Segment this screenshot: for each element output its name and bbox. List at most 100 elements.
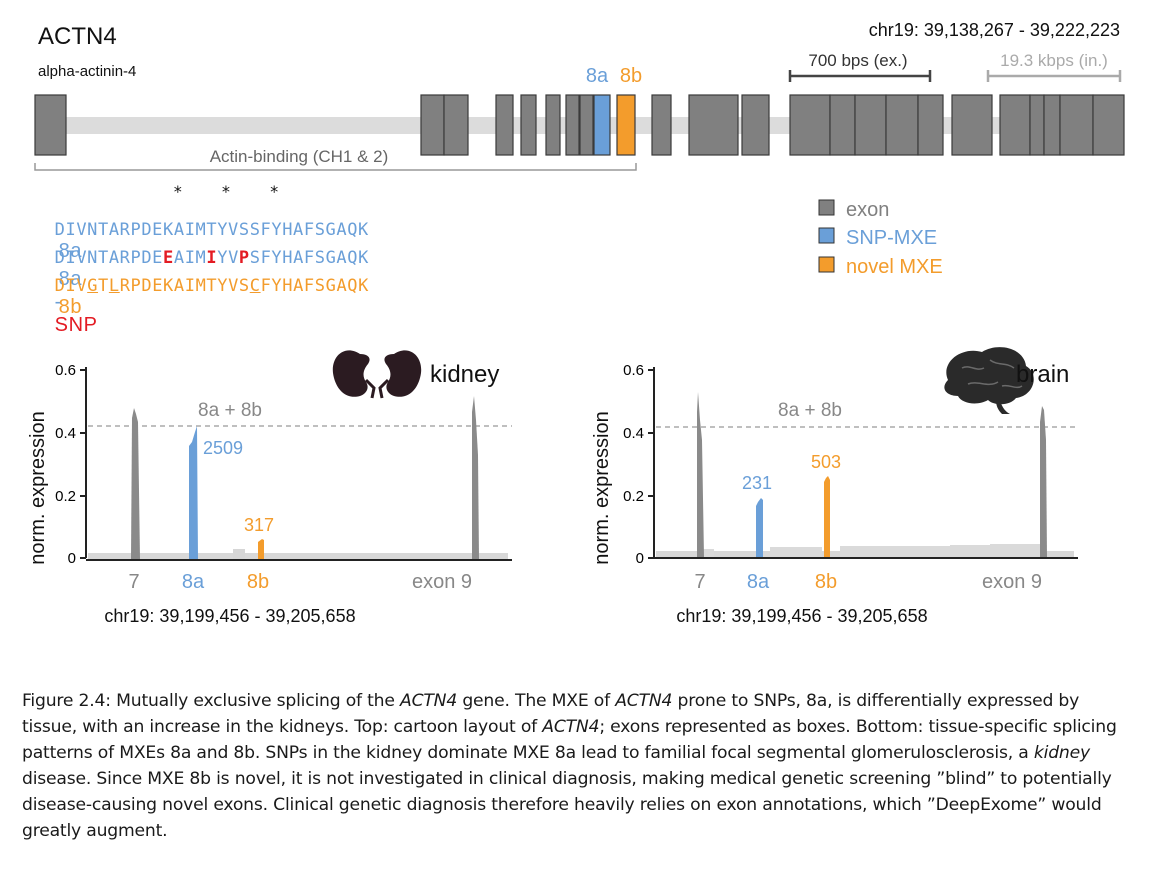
mxe-8b-label: 8b bbox=[620, 65, 642, 87]
y-tick-label: 0.4 bbox=[55, 425, 76, 442]
seq-8b-part: FYHAFSGAQK bbox=[260, 276, 369, 296]
background-coverage bbox=[702, 544, 1040, 557]
caption-gene-italic: ACTN4 bbox=[615, 691, 673, 711]
caption-text: disease. Since MXE 8b is novel, it is no… bbox=[22, 769, 1112, 841]
y-tick-label: 0.4 bbox=[623, 425, 644, 442]
sequence-snp-dash: - bbox=[54, 291, 62, 313]
tissue-label: kidney bbox=[430, 361, 499, 388]
snp-residue: P bbox=[238, 248, 250, 268]
y-axis-label: norm. expression bbox=[27, 411, 49, 564]
x-tick-label: exon 9 bbox=[412, 571, 472, 593]
exon-9-peak bbox=[1040, 406, 1047, 557]
snp-seq-part: DIVNTARPDE bbox=[54, 248, 164, 268]
x-tick-label: exon 9 bbox=[982, 571, 1042, 593]
x-tick-label: 8b bbox=[247, 571, 269, 593]
mxe-8b-box bbox=[616, 94, 636, 156]
region-coordinates: chr19: 39,199,456 - 39,205,658 bbox=[104, 606, 355, 626]
exon-box bbox=[495, 94, 514, 156]
brain-icon bbox=[944, 347, 1034, 414]
mxe-sum-label: 8a + 8b bbox=[198, 400, 262, 421]
sequence-8a-label: 8a bbox=[58, 240, 83, 262]
y-tick-label: 0.2 bbox=[623, 488, 644, 505]
snp-seq-part: AIM bbox=[173, 248, 207, 268]
snp-residue: E bbox=[163, 248, 174, 268]
baseline-band bbox=[88, 553, 508, 559]
exon-box bbox=[885, 94, 919, 156]
scale-bar-intron bbox=[986, 70, 1122, 82]
snp-residue: I bbox=[206, 248, 218, 268]
domain-bracket bbox=[34, 163, 637, 171]
y-tick-label: 0 bbox=[68, 550, 76, 567]
snp-seq-part: YV bbox=[217, 248, 239, 268]
scale-bar-exon bbox=[788, 70, 932, 82]
exon-box bbox=[443, 94, 469, 156]
legend-label-novel-mxe: novel MXE bbox=[846, 256, 943, 278]
caption-text: gene. The MXE of bbox=[457, 691, 616, 711]
exon-8a-peak bbox=[189, 426, 198, 559]
exon-box bbox=[1029, 94, 1045, 156]
tissue-label: brain bbox=[1016, 361, 1069, 388]
exon-9-peak bbox=[472, 396, 479, 559]
sequence-8a: DIVNTARPDEKAIMTYVSSFYHAFSGAQK 8a bbox=[33, 200, 369, 263]
kidney-icon bbox=[332, 350, 422, 399]
x-tick-label: 8a bbox=[747, 571, 770, 593]
region-coordinates: chr19: 39,199,456 - 39,205,658 bbox=[676, 606, 927, 626]
seq-8b-variant: L bbox=[108, 276, 120, 296]
exon-box bbox=[829, 94, 856, 156]
domain-label: Actin-binding (CH1 & 2) bbox=[210, 147, 389, 166]
y-tick-label: 0 bbox=[636, 550, 644, 567]
sequence-snp-suffix: SNP bbox=[54, 314, 98, 336]
exon-box bbox=[688, 94, 739, 156]
sequence-snp-label: 8a bbox=[58, 268, 83, 290]
snp-seq-part: SFYHAFSGAQK bbox=[249, 248, 369, 268]
sequence-8a-snp: DIVNTARPDEEAIMIYVPSFYHAFSGAQK 8a - SNP bbox=[33, 228, 369, 337]
exon-box bbox=[917, 94, 944, 156]
exon-box bbox=[741, 94, 770, 156]
x-tick-label: 8b bbox=[815, 571, 837, 593]
exon-box bbox=[565, 94, 580, 156]
x-tick-label: 7 bbox=[128, 571, 139, 593]
caption-gene-italic: ACTN4 bbox=[400, 691, 458, 711]
y-tick-label: 0.6 bbox=[55, 362, 76, 379]
exon-box bbox=[1059, 94, 1094, 156]
gene-coordinates: chr19: 39,138,267 - 39,222,223 bbox=[869, 20, 1120, 40]
kidney-expression-panel: norm. expression 0 0.2 0.4 0.6 8a + 8b 2… bbox=[0, 340, 580, 640]
scale-intron-label: 19.3 kbps (in.) bbox=[1000, 51, 1108, 70]
caption-text: prone to SNPs, 8a, is differentially exp… bbox=[22, 691, 1080, 737]
exon-box bbox=[999, 94, 1031, 156]
exon-box bbox=[34, 94, 67, 156]
legend-label-exon: exon bbox=[846, 199, 889, 221]
seq-8b-part: RPDEKAIMTYVS bbox=[119, 276, 250, 296]
exon-box bbox=[545, 94, 561, 156]
brain-expression-panel: norm. expression 0 0.2 0.4 0.6 8a + 8b 2… bbox=[570, 340, 1160, 640]
y-axis-label: norm. expression bbox=[591, 411, 613, 564]
legend: exon SNP-MXE novel MXE bbox=[818, 199, 943, 278]
mxe-sum-label: 8a + 8b bbox=[778, 400, 842, 421]
legend-swatch-novel-mxe bbox=[818, 256, 835, 273]
y-tick-label: 0.2 bbox=[55, 488, 76, 505]
exon-7-peak bbox=[697, 392, 704, 557]
exon-box bbox=[854, 94, 887, 156]
gene-structure-diagram: ACTN4 alpha-actinin-4 chr19: 39,138,267 … bbox=[34, 20, 1125, 278]
exon-box bbox=[579, 94, 594, 156]
exon-box bbox=[520, 94, 537, 156]
low-coverage-block bbox=[233, 549, 245, 559]
sequence-8b: DIVGTLRPDEKAIMTYVSCFYHAFSGAQK 8b bbox=[33, 256, 369, 319]
protein-name: alpha-actinin-4 bbox=[38, 63, 136, 80]
seq-8b-variant: C bbox=[249, 276, 261, 296]
legend-swatch-exon bbox=[818, 199, 835, 216]
caption-gene-italic: ACTN4 bbox=[542, 717, 600, 737]
exon-7-peak bbox=[131, 408, 140, 559]
mxe-8a-label: 8a bbox=[586, 65, 609, 87]
exon-box bbox=[789, 94, 831, 156]
exon-box bbox=[1043, 94, 1061, 156]
count-8a: 231 bbox=[742, 473, 772, 493]
exon-8b-peak bbox=[824, 476, 830, 557]
y-axis bbox=[80, 367, 87, 559]
snp-asterisks: * * * bbox=[173, 182, 279, 201]
seq-8b-variant: G bbox=[87, 276, 99, 296]
caption-text: ; exons represented as boxes. Bottom: ti… bbox=[22, 717, 1117, 763]
sequence-8a-text: DIVNTARPDEKAIMTYVSSFYHAFSGAQK bbox=[54, 220, 369, 240]
legend-swatch-snp-mxe bbox=[818, 227, 835, 244]
sequence-8b-label: 8b bbox=[58, 296, 83, 318]
